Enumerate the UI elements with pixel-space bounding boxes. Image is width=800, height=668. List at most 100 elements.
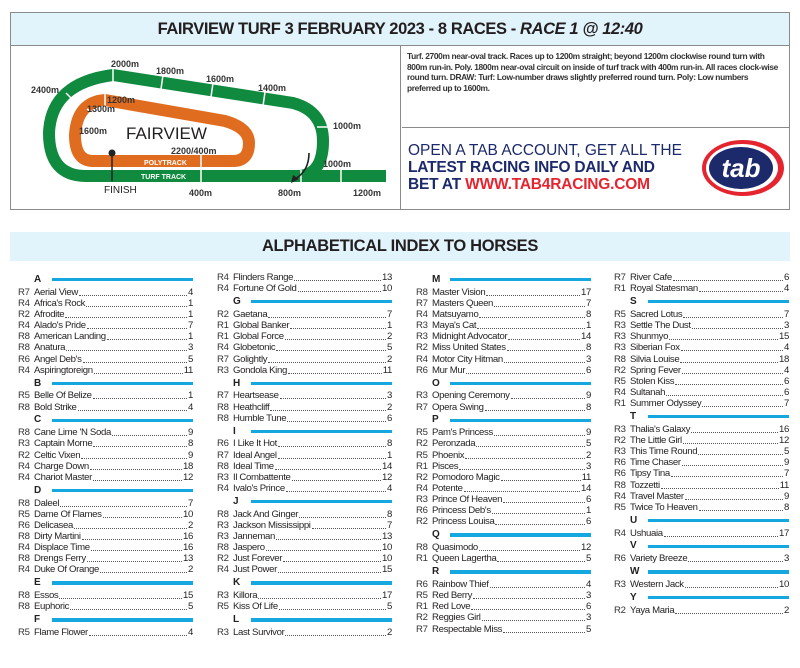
saddle-number: 13 xyxy=(382,530,392,542)
dot-leader xyxy=(283,555,382,563)
race-number: R4 xyxy=(18,297,30,309)
saddle-number: 13 xyxy=(382,272,392,284)
race-number: R3 xyxy=(217,530,229,542)
horse-entry: R2 Gaetana 7 xyxy=(217,309,392,320)
dot-leader xyxy=(477,322,585,330)
horse-entry: R8 Essos 15 xyxy=(18,590,193,601)
horse-name: Prince Of Heaven xyxy=(432,494,503,506)
horse-entry: R6 Tipsy Tina 7 xyxy=(614,468,789,479)
saddle-number: 9 xyxy=(586,390,591,402)
letter-header: T xyxy=(614,409,789,424)
race-number: R4 xyxy=(614,527,626,539)
dot-leader xyxy=(88,629,187,636)
race-number: R8 xyxy=(217,508,229,520)
letter-label: M xyxy=(432,273,441,285)
horse-entry: R3 This Time Round 5 xyxy=(614,446,789,457)
index-column-1: A R7 Aerial View 4 R4 Africa's Rock 1 R2 Afrodit… xyxy=(18,272,193,638)
saddle-number: 8 xyxy=(387,508,392,520)
race-number: R6 xyxy=(614,553,626,565)
saddle-number: 16 xyxy=(183,530,193,542)
horse-name: Gondola King xyxy=(233,364,287,376)
meeting-title: FAIRVIEW TURF 3 FEBRUARY 2023 - 8 RACES … xyxy=(11,13,789,46)
saddle-number: 5 xyxy=(188,601,193,613)
horse-entry: R8 American Landing 1 xyxy=(18,331,193,342)
dot-leader xyxy=(287,415,386,422)
horse-name: Stolen Kiss xyxy=(630,375,675,387)
saddle-number: 17 xyxy=(581,286,591,298)
race-number: R3 xyxy=(416,494,428,506)
horse-name: Masters Queen xyxy=(432,297,494,309)
saddle-number: 1 xyxy=(387,320,392,332)
dot-leader xyxy=(681,367,783,374)
dot-leader xyxy=(81,452,187,459)
dot-leader xyxy=(672,274,783,282)
saddle-number: 7 xyxy=(387,519,392,531)
saddle-number: 2 xyxy=(387,331,392,343)
race-number: R6 xyxy=(614,457,626,469)
dot-leader xyxy=(471,603,585,611)
horse-entry: R4 Aspiringtoreign 11 xyxy=(18,365,193,376)
svg-text:800m: 800m xyxy=(278,188,301,198)
saddle-number: 4 xyxy=(784,283,789,295)
letter-divider xyxy=(648,415,789,419)
track-map: 2400m 2000m 1800m 1600m 1400m 1000m 1000… xyxy=(11,46,401,209)
horse-name: Twice To Heaven xyxy=(630,501,698,513)
dot-leader xyxy=(666,389,783,396)
letter-header: H xyxy=(217,376,392,391)
svg-text:1000m: 1000m xyxy=(323,159,351,169)
horse-entry: R8 Daleel 7 xyxy=(18,497,193,509)
saddle-number: 3 xyxy=(188,342,193,354)
dot-leader xyxy=(66,344,187,352)
horse-name: Queen Lagertha xyxy=(432,553,497,565)
turf-track-label: TURF TRACK xyxy=(141,174,186,181)
race-number: R4 xyxy=(18,542,30,554)
dot-leader xyxy=(497,555,585,563)
saddle-number: 8 xyxy=(784,501,789,513)
letter-label: G xyxy=(233,296,241,308)
horse-entry: R4 Duke Of Orange 2 xyxy=(18,564,193,575)
race-number: R4 xyxy=(217,272,229,284)
horse-entry: R7 Heartsease 3 xyxy=(217,390,392,401)
letter-divider xyxy=(648,570,789,574)
horse-entry: R3 Gondola King 11 xyxy=(217,365,392,376)
race-number: R4 xyxy=(614,490,626,502)
letter-label: R xyxy=(432,566,440,578)
dot-leader xyxy=(489,581,585,588)
horse-name: Displace Time xyxy=(34,542,90,554)
horse-entry: R5 Kiss Of Life 5 xyxy=(217,601,392,612)
race-number: R8 xyxy=(18,331,30,343)
dot-leader xyxy=(65,311,187,318)
race-number: R7 xyxy=(217,449,229,461)
horse-name: Pomodoro Magic xyxy=(432,471,500,483)
horse-name: Time Chaser xyxy=(630,457,681,469)
horse-entry: R2 Afrodite 1 xyxy=(18,309,193,320)
letter-header: U xyxy=(614,513,789,528)
race-number: R8 xyxy=(614,353,626,365)
horse-entry: R4 Motor City Hitman 3 xyxy=(416,353,591,365)
venue-name: FAIRVIEW xyxy=(126,124,207,143)
dot-leader xyxy=(285,629,386,636)
dot-leader xyxy=(297,285,382,293)
dot-leader xyxy=(670,470,783,478)
letter-header: M xyxy=(416,272,591,287)
letter-label: V xyxy=(630,540,637,552)
horse-entry: R6 Rainbow Thief 4 xyxy=(416,579,591,590)
horse-entry: R5 Sacred Lotus 7 xyxy=(614,309,789,320)
race-number: R1 xyxy=(614,283,626,295)
horse-name: Pam's Princess xyxy=(432,427,493,439)
tab-advert[interactable]: OPEN A TAB ACCOUNT, GET ALL THE LATEST R… xyxy=(402,128,789,209)
horse-name: Aerial View xyxy=(34,286,78,298)
race-number: R6 xyxy=(18,519,30,531)
saddle-number: 7 xyxy=(784,468,789,480)
saddle-number: 10 xyxy=(382,542,392,554)
race-number: R2 xyxy=(416,342,428,354)
saddle-number: 7 xyxy=(784,308,789,320)
advert-url-link[interactable]: WWW.TAB4RACING.COM xyxy=(465,176,650,193)
dot-leader xyxy=(459,463,585,470)
saddle-number: 2 xyxy=(387,353,392,365)
saddle-number: 1 xyxy=(188,297,193,309)
letter-header: J xyxy=(217,494,392,509)
horse-name: Spring Fever xyxy=(630,364,681,376)
advert-line-2: LATEST RACING INFO DAILY AND xyxy=(408,159,655,176)
horse-name: Summer Odyssey xyxy=(630,398,702,410)
